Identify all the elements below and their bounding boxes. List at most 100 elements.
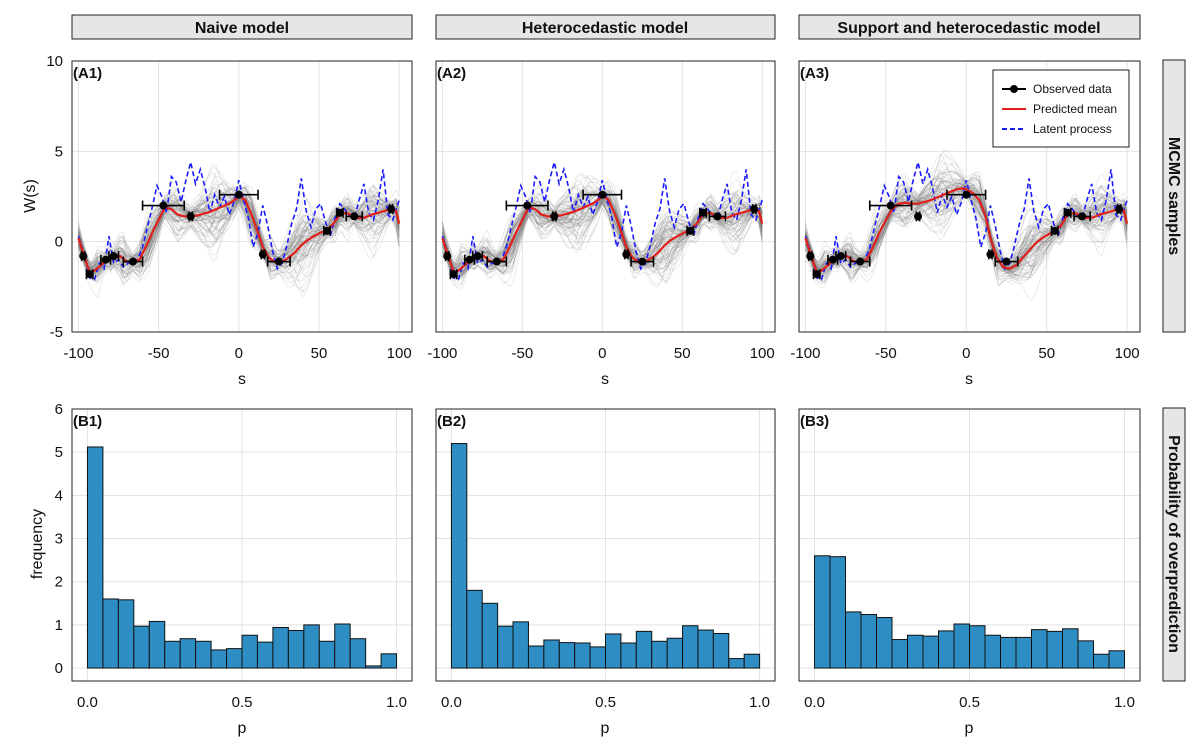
histogram-bar bbox=[148, 620, 166, 669]
observed-point bbox=[699, 208, 708, 217]
observed-point bbox=[713, 212, 722, 221]
panel-frame bbox=[435, 60, 776, 333]
legend-entry: Predicted mean bbox=[1033, 102, 1117, 116]
observed-point bbox=[335, 208, 344, 217]
row-title-mcmc: MCMC samples bbox=[1165, 137, 1182, 255]
observed-point bbox=[1078, 212, 1087, 221]
x-tick-label: -50 bbox=[512, 345, 534, 362]
histogram-bar bbox=[907, 634, 924, 669]
observed-point bbox=[85, 270, 94, 279]
mcmc-sample-line bbox=[805, 151, 1128, 280]
y-tick-label: 1 bbox=[55, 617, 63, 634]
x-tick-label: 100 bbox=[750, 345, 775, 362]
histogram-bar bbox=[543, 639, 560, 669]
panel-frame bbox=[71, 408, 413, 682]
histogram-bar bbox=[102, 598, 119, 669]
panel-b2: 0.0 0.5 1.0 (B2) bbox=[435, 408, 776, 711]
panel-a3: Observed data Predicted mean Latent proces… bbox=[790, 60, 1141, 362]
observed-point bbox=[886, 201, 895, 210]
observed-point bbox=[686, 226, 695, 235]
histogram-bar bbox=[589, 646, 606, 669]
histogram-bar bbox=[318, 640, 336, 669]
mcmc-sample-line bbox=[442, 174, 763, 286]
x-tick-label: -100 bbox=[63, 345, 93, 362]
histogram-bar bbox=[256, 641, 274, 669]
histogram-bar bbox=[481, 602, 499, 669]
observed-point bbox=[523, 201, 532, 210]
histogram-bar bbox=[1031, 629, 1048, 669]
observed-point bbox=[812, 270, 821, 279]
histogram-bar bbox=[349, 638, 367, 669]
histogram-bar bbox=[1077, 640, 1094, 669]
row-header-mcmc: MCMC samples bbox=[1162, 59, 1186, 333]
histogram-bar bbox=[1000, 636, 1017, 669]
histogram-bar bbox=[512, 621, 529, 669]
histogram-bar bbox=[1108, 650, 1125, 669]
x-axis-label-b3: p bbox=[965, 720, 974, 737]
mcmc-sample-line bbox=[78, 194, 400, 278]
x-tick-label: 50 bbox=[311, 345, 328, 362]
panel-b3: 0.0 0.5 1.0 (B3) bbox=[798, 408, 1141, 711]
panel-label: (A1) bbox=[73, 65, 102, 82]
panel-label: (A3) bbox=[800, 65, 829, 82]
x-tick-label: 1.0 bbox=[749, 694, 770, 711]
mcmc-sample-line bbox=[78, 193, 400, 283]
observed-point bbox=[323, 226, 331, 235]
histogram-bar bbox=[953, 623, 970, 669]
observed-point bbox=[186, 212, 195, 221]
column-header-2: Heterocedastic model bbox=[435, 14, 776, 40]
histogram-bar bbox=[620, 642, 637, 669]
mcmc-sample-line bbox=[78, 182, 400, 273]
mcmc-sample-line bbox=[78, 171, 400, 298]
histogram-bar bbox=[938, 630, 955, 669]
panel-label: (A2) bbox=[437, 65, 466, 82]
legend: Observed data Predicted mean Latent proces… bbox=[992, 69, 1130, 148]
mcmc-sample-line bbox=[442, 198, 763, 291]
x-tick-label: 50 bbox=[674, 345, 691, 362]
histogram-bar bbox=[527, 645, 545, 669]
x-tick-label: 0 bbox=[598, 345, 606, 362]
panel-frame bbox=[798, 408, 1141, 682]
histogram-bar bbox=[164, 640, 181, 669]
row-title-probability: Probability of overprediction bbox=[1165, 435, 1182, 653]
x-axis-label-a1: s bbox=[238, 371, 246, 388]
mcmc-sample-line bbox=[78, 186, 400, 270]
mcmc-sample-line bbox=[78, 194, 400, 283]
panel-label: (B1) bbox=[73, 413, 102, 430]
panel-frame bbox=[71, 60, 413, 333]
panel-label: (B3) bbox=[800, 413, 829, 430]
mcmc-sample-line bbox=[78, 185, 400, 272]
histogram-bar bbox=[1062, 628, 1079, 669]
observed-point bbox=[101, 255, 110, 264]
mcmc-sample-line bbox=[78, 184, 400, 293]
observed-point bbox=[443, 252, 452, 261]
x-tick-label: 100 bbox=[1115, 345, 1140, 362]
mcmc-sample-line bbox=[442, 193, 763, 267]
histogram-bar bbox=[450, 443, 468, 669]
mcmc-sample-line bbox=[78, 193, 400, 278]
observed-point bbox=[986, 250, 995, 259]
x-tick-label: 0.5 bbox=[595, 694, 616, 711]
mcmc-sample-line bbox=[78, 194, 400, 275]
observed-point bbox=[1050, 226, 1059, 235]
observed-point bbox=[473, 252, 482, 261]
observed-point bbox=[1002, 257, 1011, 266]
histogram-bar bbox=[682, 625, 699, 669]
panel-a2: -100 -50 0 50 100 (A2) bbox=[427, 60, 776, 362]
observed-point bbox=[550, 212, 559, 221]
column-title-heterocedastic: Heterocedastic model bbox=[522, 20, 688, 37]
x-tick-label: 0 bbox=[962, 345, 970, 362]
histogram-bar bbox=[272, 626, 289, 669]
observed-point bbox=[598, 190, 607, 199]
histogram-bar bbox=[605, 633, 622, 669]
x-tick-label: 1.0 bbox=[386, 694, 407, 711]
histogram-bar bbox=[712, 633, 730, 669]
x-tick-label: 0 bbox=[235, 345, 243, 362]
x-tick-label: -50 bbox=[875, 345, 897, 362]
x-axis-label-b1: p bbox=[238, 720, 247, 737]
x-tick-label: -50 bbox=[148, 345, 170, 362]
observed-point bbox=[79, 252, 88, 261]
mcmc-sample-line bbox=[805, 182, 1128, 279]
